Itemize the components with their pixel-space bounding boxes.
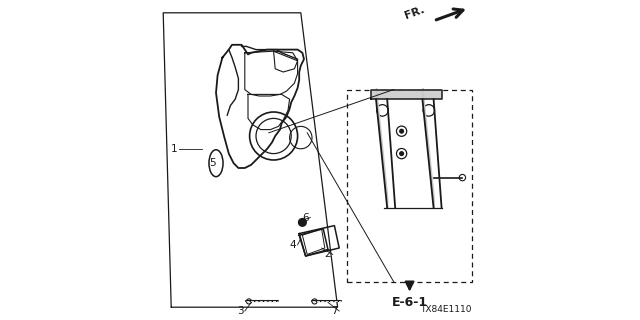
Circle shape [399,129,404,134]
Text: 6: 6 [302,212,309,223]
Text: 5: 5 [209,158,216,168]
Text: E-6-1: E-6-1 [392,296,428,309]
Circle shape [399,151,404,156]
Text: 2: 2 [324,249,332,260]
Circle shape [298,219,306,226]
Text: 4: 4 [289,240,296,250]
Bar [347,90,472,282]
Text: 3: 3 [237,306,243,316]
Text: 7: 7 [331,306,338,316]
Text: TX84E1110: TX84E1110 [420,305,472,314]
Text: 1: 1 [171,144,178,154]
Text: FR.: FR. [403,4,426,21]
